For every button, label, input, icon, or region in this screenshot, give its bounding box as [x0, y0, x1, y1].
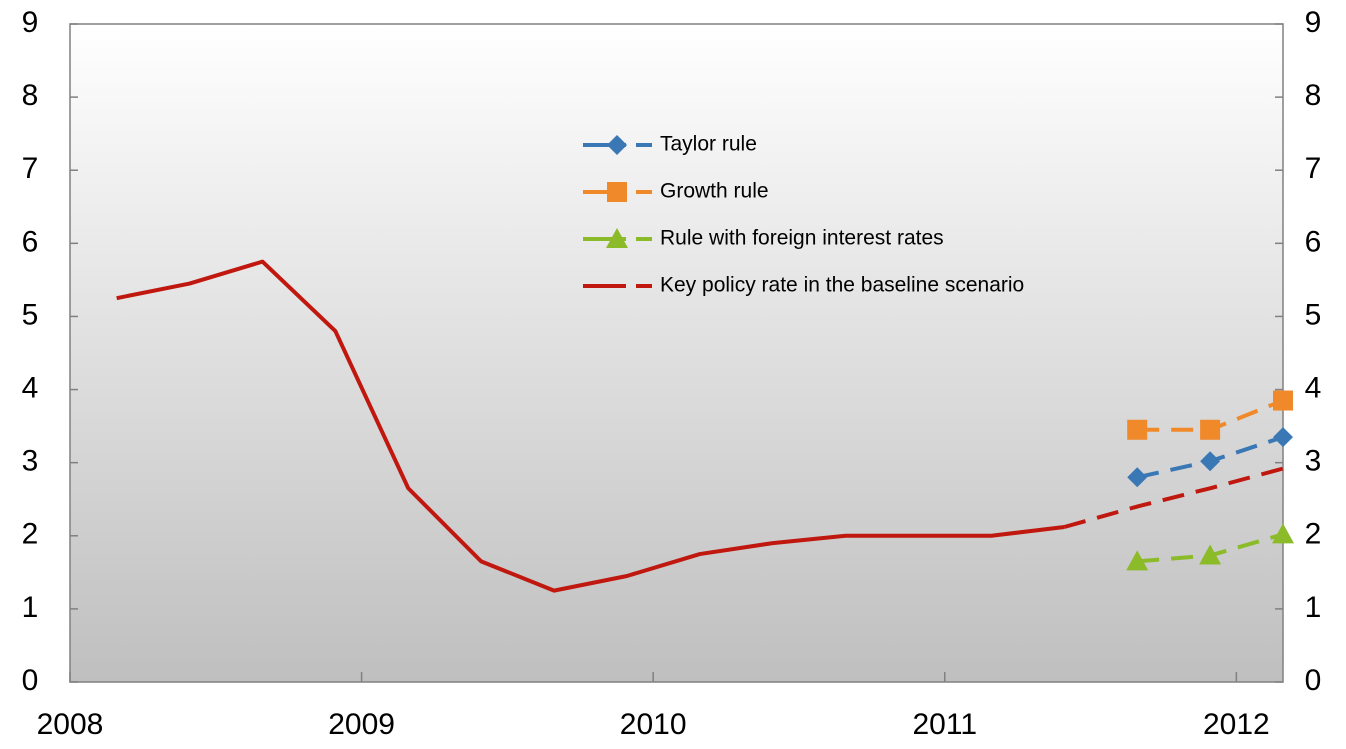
- y2-tick-label: 1: [1305, 591, 1322, 624]
- plot-area: [69, 23, 1284, 683]
- y2-tick-label: 0: [1305, 664, 1322, 697]
- legend-label: Rule with foreign interest rates: [660, 227, 944, 250]
- series-line: [1063, 466, 1284, 529]
- marker-diamond: [1200, 451, 1221, 472]
- y-tick-label: 7: [22, 152, 39, 185]
- y-tick-label: 2: [22, 518, 39, 551]
- x-tick-label: 2012: [1203, 708, 1270, 741]
- y-tick-label: 9: [22, 6, 39, 39]
- y2-tick-label: 6: [1305, 225, 1322, 258]
- y-tick-label: 1: [22, 591, 39, 624]
- marker-diamond: [1273, 427, 1293, 448]
- x-tick-label: 2011: [913, 708, 978, 741]
- legend-label: Key policy rate in the baseline scenario: [660, 274, 1024, 297]
- marker-triangle: [1199, 544, 1222, 565]
- y2-tick-label: 4: [1305, 371, 1322, 404]
- marker-triangle: [1126, 550, 1149, 571]
- marker-triangle: [1272, 523, 1294, 544]
- marker-diamond: [1127, 467, 1148, 488]
- y2-tick-label: 8: [1305, 79, 1322, 112]
- y-tick-label: 8: [22, 79, 39, 112]
- x-tick-label: 2009: [328, 708, 395, 741]
- legend-label: Taylor rule: [660, 133, 757, 156]
- y-tick-label: 0: [22, 664, 39, 697]
- y2-tick-label: 5: [1305, 298, 1322, 331]
- y2-tick-label: 7: [1305, 152, 1322, 185]
- series-line: [116, 259, 1065, 593]
- y-tick-label: 4: [22, 371, 39, 404]
- y2-tick-label: 2: [1305, 518, 1322, 551]
- x-tick-label: 2010: [620, 708, 687, 741]
- y2-tick-label: 3: [1305, 445, 1322, 478]
- marker-square: [607, 182, 627, 202]
- y-tick-label: 5: [22, 298, 39, 331]
- x-tick-label: 2008: [37, 708, 104, 741]
- legend-label: Growth rule: [660, 180, 769, 203]
- y2-tick-label: 9: [1305, 6, 1322, 39]
- marker-square: [1200, 419, 1221, 440]
- marker-triangle: [606, 228, 628, 248]
- marker-square: [1127, 419, 1148, 440]
- y-tick-label: 3: [22, 445, 39, 478]
- marker-diamond: [607, 135, 627, 155]
- marker-square: [1273, 390, 1293, 411]
- y-tick-label: 6: [22, 225, 39, 258]
